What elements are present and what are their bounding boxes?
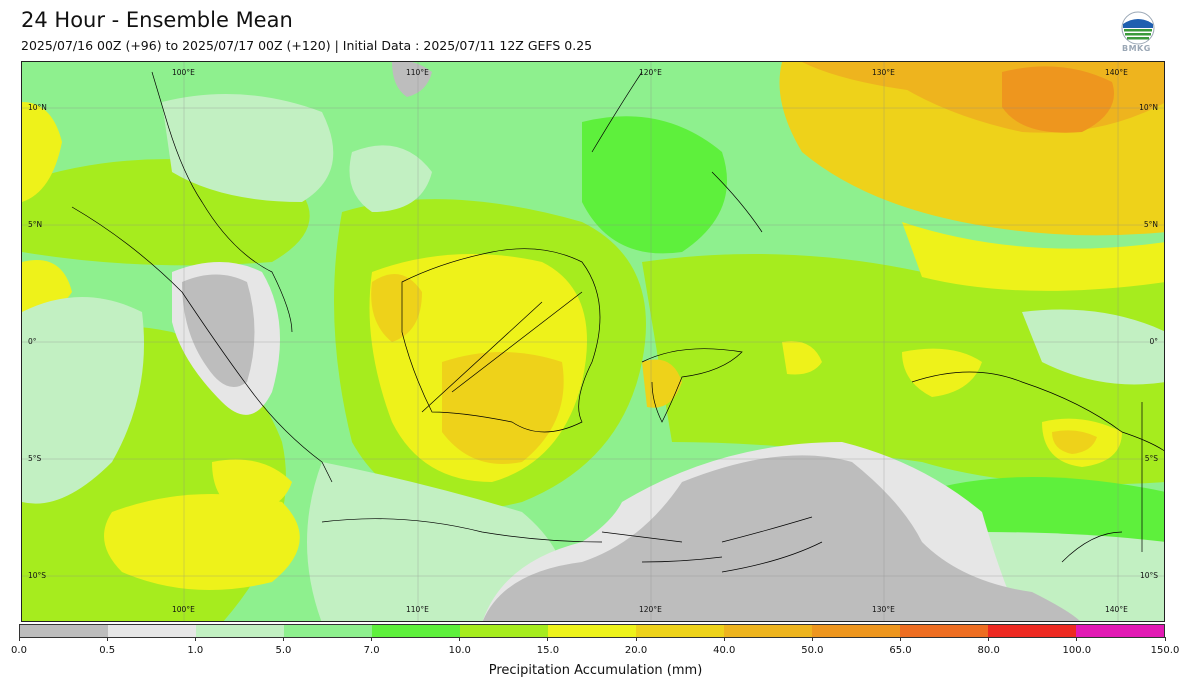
lat-label-left: 0° [28, 337, 37, 346]
lon-label-top: 120°E [639, 68, 662, 77]
colorbar-tick-label: 65.0 [889, 645, 912, 656]
colorbar-segment [20, 625, 108, 637]
lon-label-bottom: 120°E [639, 605, 662, 614]
lon-label-top: 140°E [1105, 68, 1128, 77]
colorbar-tick-mark [723, 637, 725, 641]
colorbar-tick-mark [194, 637, 196, 641]
colorbar-segment [812, 625, 900, 637]
colorbar-tick-label: 0.5 [99, 645, 116, 656]
colorbar-tick-label: 5.0 [275, 645, 292, 656]
lon-label-top: 130°E [872, 68, 895, 77]
map-title: 24 Hour - Ensemble Mean [21, 8, 293, 32]
colorbar-segment [724, 625, 812, 637]
colorbar-tick-label: 0.0 [11, 645, 27, 656]
colorbar-segment [548, 625, 636, 637]
colorbar-label: Precipitation Accumulation (mm) [488, 663, 703, 678]
colorbar-segment [284, 625, 372, 637]
lon-label-bottom: 100°E [172, 605, 195, 614]
lon-label-bottom: 110°E [406, 605, 429, 614]
colorbar [19, 624, 1165, 638]
colorbar-tick-mark [1164, 637, 1166, 641]
colorbar-tick-mark [635, 637, 637, 641]
colorbar-tick-label: 80.0 [977, 645, 1000, 656]
colorbar-tick-label: 1.0 [187, 645, 204, 656]
lat-label-right: 5°N [1143, 220, 1158, 229]
colorbar-tick-mark [459, 637, 461, 641]
precipitation-map: 100°E 110°E 120°E 130°E 140°E 100°E 110°… [21, 61, 1165, 622]
logo-text: BMKG [1122, 44, 1151, 53]
lon-label-top: 110°E [406, 68, 429, 77]
colorbar-tick-label: 50.0 [801, 645, 824, 656]
colorbar-segment [1076, 625, 1164, 637]
lat-label-left: 10°S [28, 571, 47, 580]
colorbar-tick-label: 100.0 [1062, 645, 1092, 656]
colorbar-tick-label: 7.0 [363, 645, 380, 656]
colorbar-segment [460, 625, 548, 637]
colorbar-segment [988, 625, 1076, 637]
colorbar-segment [900, 625, 988, 637]
lat-label-right: 10°S [1139, 571, 1158, 580]
lat-label-left: 10°N [28, 103, 47, 112]
precip-field [22, 62, 1164, 621]
lat-label-right: 0° [1149, 337, 1158, 346]
colorbar-tick-mark [900, 637, 902, 641]
colorbar-tick-label: 150.0 [1150, 645, 1180, 656]
colorbar-segment [108, 625, 196, 637]
colorbar-tick-mark [988, 637, 990, 641]
map-subtitle: 2025/07/16 00Z (+96) to 2025/07/17 00Z (… [21, 38, 593, 53]
colorbar-tick-label: 15.0 [536, 645, 560, 656]
bmkg-logo-icon [1120, 10, 1156, 56]
colorbar-tick-mark [282, 637, 284, 641]
colorbar-tick-mark [1076, 637, 1078, 641]
colorbar-segment [196, 625, 284, 637]
colorbar-tick-mark [371, 637, 373, 641]
colorbar-tick-mark [811, 637, 813, 641]
colorbar-segment [636, 625, 724, 637]
colorbar-tick-mark [106, 637, 108, 641]
colorbar-segment [372, 625, 460, 637]
lat-label-right: 5°S [1144, 454, 1158, 463]
colorbar-tick-label: 10.0 [448, 645, 471, 656]
lon-label-top: 100°E [172, 68, 195, 77]
colorbar-tick-mark [547, 637, 549, 641]
lat-label-left: 5°N [28, 220, 43, 229]
colorbar-tick-mark [18, 637, 20, 641]
lon-label-bottom: 130°E [872, 605, 895, 614]
lat-label-right: 10°N [1139, 103, 1158, 112]
colorbar-tick-label: 20.0 [624, 645, 648, 656]
colorbar-tick-label: 40.0 [713, 645, 736, 656]
lat-label-left: 5°S [28, 454, 42, 463]
lon-label-bottom: 140°E [1105, 605, 1128, 614]
